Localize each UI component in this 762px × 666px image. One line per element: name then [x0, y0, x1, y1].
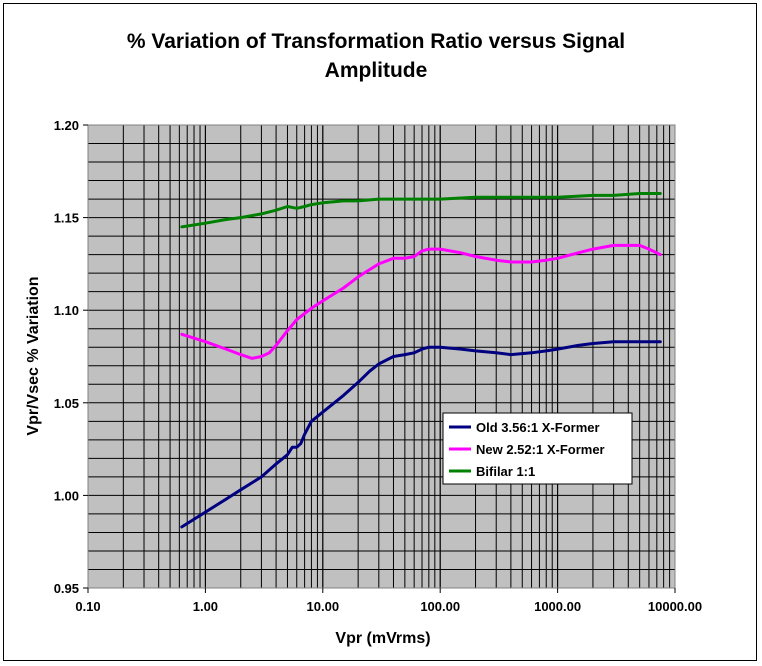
y-tick-label: 1.20 — [54, 118, 79, 133]
x-tick-label: 1.00 — [193, 599, 218, 614]
chart-title-line-1: % Variation of Transformation Ratio vers… — [127, 30, 625, 53]
legend: Old 3.56:1 X-Former New 2.52:1 X-Former … — [442, 412, 633, 485]
x-tick-label: 0.10 — [75, 599, 100, 614]
y-tick-label: 1.05 — [54, 396, 79, 411]
plot-area — [88, 125, 675, 588]
grid — [88, 125, 675, 588]
plot-border — [87, 124, 676, 589]
x-axis-title: Vpr (mVrms) — [335, 630, 430, 647]
x-tick-label: 10000.00 — [648, 599, 702, 614]
series-line-old-xformer — [180, 340, 662, 529]
chart-title-line-2: Amplitude — [325, 59, 428, 82]
y-tick-label: 1.00 — [54, 488, 79, 503]
y-axis-title: Vpr/Vsec % Variation — [25, 276, 42, 435]
legend-label-bifilar: Bifilar 1:1 — [476, 464, 535, 479]
x-tick-label: 1000.00 — [534, 599, 581, 614]
x-tick-label: 100.00 — [420, 599, 460, 614]
y-tick-label: 0.95 — [54, 581, 79, 596]
axes: 0.95 1.00 1.05 1.10 1.15 1.20 0.10 1.00 10.00 100… — [54, 118, 702, 614]
legend-box — [442, 412, 633, 485]
legend-label-old-xformer: Old 3.56:1 X-Former — [476, 420, 600, 435]
series-line-bifilar — [180, 192, 662, 229]
y-tick-label: 1.15 — [54, 211, 79, 226]
legend-label-new-xformer: New 2.52:1 X-Former — [476, 442, 605, 457]
series-line-new-xformer — [180, 243, 662, 360]
x-tick-label: 10.00 — [307, 599, 340, 614]
series-layer — [180, 192, 662, 529]
y-tick-label: 1.10 — [54, 303, 79, 318]
